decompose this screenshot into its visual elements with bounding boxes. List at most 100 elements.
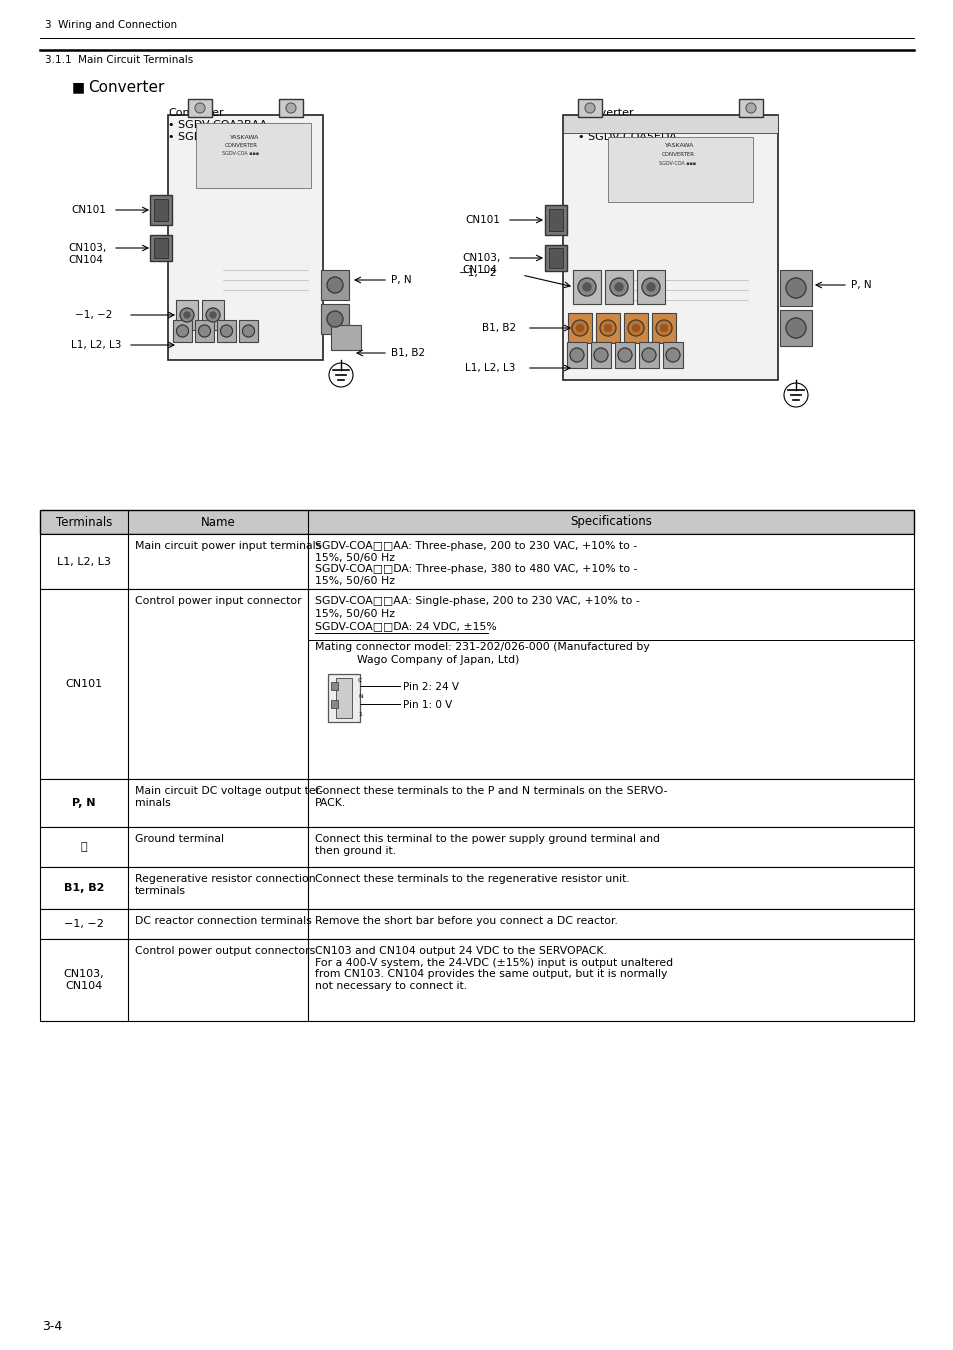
- Circle shape: [572, 320, 587, 336]
- Bar: [331, 325, 360, 350]
- Bar: [202, 300, 224, 329]
- Bar: [150, 194, 172, 225]
- Circle shape: [659, 324, 667, 332]
- Bar: [195, 123, 311, 188]
- Text: B1, B2: B1, B2: [481, 323, 516, 333]
- Bar: [278, 99, 303, 117]
- Bar: [544, 205, 566, 235]
- Bar: [562, 115, 778, 134]
- Bar: [40, 940, 913, 1021]
- Text: • SGDV-COA2BAA: • SGDV-COA2BAA: [168, 120, 267, 130]
- Bar: [194, 320, 213, 342]
- Bar: [40, 909, 913, 940]
- Circle shape: [641, 278, 659, 296]
- Bar: [239, 320, 257, 342]
- Bar: [175, 300, 198, 329]
- Circle shape: [615, 284, 622, 292]
- Text: CN101: CN101: [71, 205, 106, 215]
- Circle shape: [618, 348, 631, 362]
- Bar: [639, 342, 659, 369]
- Text: Pin 1: 0 V: Pin 1: 0 V: [402, 699, 452, 710]
- Text: Pin 2: 24 V: Pin 2: 24 V: [402, 682, 458, 691]
- Text: Converter: Converter: [168, 108, 223, 117]
- Bar: [548, 209, 562, 231]
- Text: YASKAWA: YASKAWA: [230, 135, 259, 140]
- Bar: [623, 313, 647, 343]
- Bar: [331, 699, 337, 707]
- Bar: [153, 238, 168, 258]
- Text: P, N: P, N: [72, 798, 95, 809]
- Text: • SGDV-COA3GAA: • SGDV-COA3GAA: [578, 120, 678, 130]
- Text: −1, −2: −1, −2: [458, 269, 496, 278]
- Bar: [651, 313, 676, 343]
- Bar: [739, 99, 762, 117]
- Text: N: N: [357, 694, 362, 698]
- Circle shape: [194, 103, 205, 113]
- Text: Control power output connectors: Control power output connectors: [135, 946, 314, 956]
- Bar: [566, 342, 586, 369]
- Bar: [548, 248, 562, 269]
- Text: YASKAWA: YASKAWA: [664, 143, 694, 148]
- Text: SGDV-COA ▪▪▪: SGDV-COA ▪▪▪: [222, 151, 259, 157]
- Circle shape: [578, 278, 596, 296]
- Text: • SGDV-COA5EDA: • SGDV-COA5EDA: [578, 132, 676, 142]
- Bar: [596, 313, 619, 343]
- Circle shape: [184, 312, 190, 319]
- Bar: [40, 510, 913, 535]
- Bar: [168, 115, 323, 360]
- Circle shape: [604, 324, 611, 332]
- Bar: [40, 828, 913, 867]
- Text: −1, −2: −1, −2: [64, 919, 104, 929]
- Circle shape: [582, 284, 590, 292]
- Text: SGDV-COA□□AA: Single-phase, 200 to 230 VAC, +10% to -: SGDV-COA□□AA: Single-phase, 200 to 230 V…: [314, 595, 639, 606]
- Circle shape: [176, 325, 189, 338]
- Text: −1, −2: −1, −2: [75, 310, 112, 320]
- Text: Name: Name: [200, 516, 235, 528]
- Circle shape: [327, 277, 343, 293]
- Text: Regenerative resistor connection
terminals: Regenerative resistor connection termina…: [135, 873, 315, 895]
- Circle shape: [785, 278, 805, 298]
- Circle shape: [242, 325, 254, 338]
- Circle shape: [210, 312, 215, 319]
- Bar: [40, 779, 913, 828]
- Text: Terminals: Terminals: [56, 516, 112, 528]
- Bar: [662, 342, 682, 369]
- Text: Ground terminal: Ground terminal: [135, 834, 224, 844]
- Text: CN103 and CN104 output 24 VDC to the SERVOPACK.
For a 400-V system, the 24-VDC (: CN103 and CN104 output 24 VDC to the SER…: [314, 946, 673, 991]
- Circle shape: [665, 348, 679, 362]
- Text: ⏚: ⏚: [81, 842, 88, 852]
- Bar: [573, 270, 600, 304]
- Bar: [150, 235, 172, 261]
- Text: Connect these terminals to the regenerative resistor unit.: Connect these terminals to the regenerat…: [314, 873, 629, 884]
- Text: 1: 1: [357, 711, 361, 717]
- Text: Main circuit DC voltage output ter-
minals: Main circuit DC voltage output ter- mina…: [135, 786, 323, 807]
- Circle shape: [785, 319, 805, 338]
- Circle shape: [220, 325, 233, 338]
- Bar: [637, 270, 664, 304]
- Text: B1, B2: B1, B2: [64, 883, 104, 892]
- Circle shape: [656, 320, 671, 336]
- Text: CN101: CN101: [66, 679, 103, 688]
- Circle shape: [569, 348, 583, 362]
- Text: • SGDV-COA3ZDA: • SGDV-COA3ZDA: [168, 132, 267, 142]
- Bar: [153, 198, 168, 221]
- Circle shape: [609, 278, 627, 296]
- Bar: [40, 589, 913, 779]
- Text: Control power input connector: Control power input connector: [135, 595, 301, 606]
- Text: SGDV-COA ▪▪▪: SGDV-COA ▪▪▪: [659, 161, 696, 166]
- Bar: [562, 115, 778, 379]
- Text: P, N: P, N: [391, 275, 411, 285]
- Text: C: C: [357, 678, 362, 683]
- Bar: [615, 342, 635, 369]
- Circle shape: [198, 325, 211, 338]
- Bar: [216, 320, 235, 342]
- Bar: [320, 270, 349, 300]
- Bar: [320, 304, 349, 333]
- Text: ■: ■: [71, 80, 85, 94]
- Circle shape: [627, 320, 643, 336]
- Bar: [578, 99, 601, 117]
- Bar: [172, 320, 192, 342]
- Text: B1, B2: B1, B2: [391, 348, 425, 358]
- Circle shape: [641, 348, 656, 362]
- Text: Converter: Converter: [88, 80, 164, 94]
